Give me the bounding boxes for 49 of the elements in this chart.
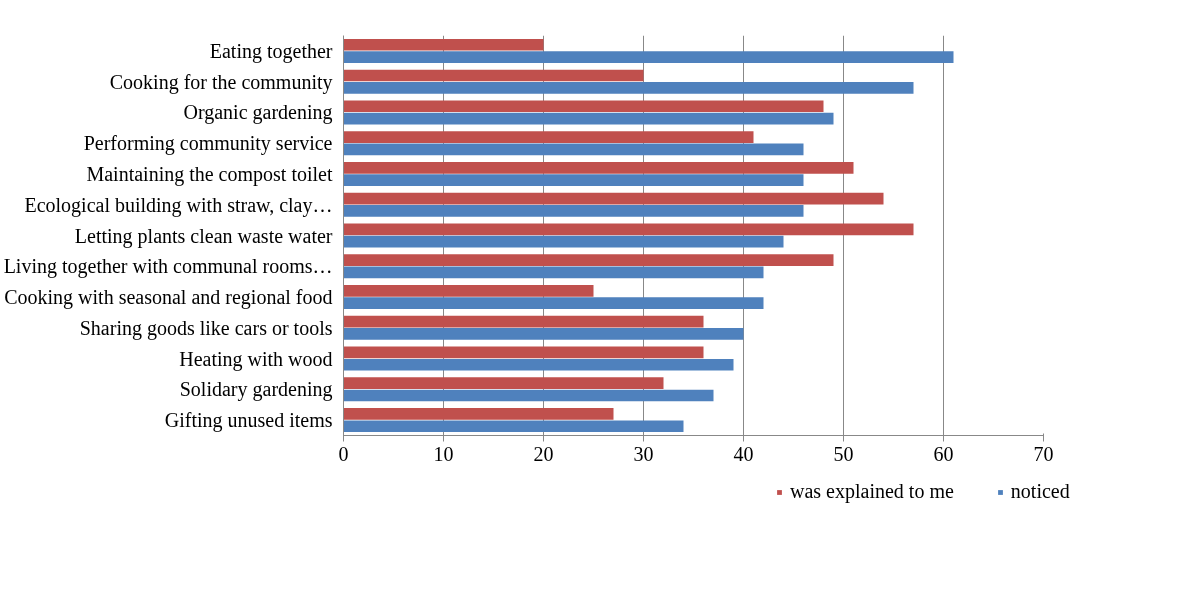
- bar: [343, 315, 704, 328]
- y-tick-label: Cooking for the community: [109, 70, 333, 94]
- bar: [343, 174, 804, 186]
- bar: [343, 223, 914, 236]
- y-tick-label: Gifting unused items: [164, 409, 333, 433]
- bar: [343, 297, 764, 310]
- x-tick-label: 60: [933, 442, 954, 465]
- x-tick-label: 10: [433, 442, 454, 465]
- bar: [343, 51, 954, 63]
- x-tick-label: 20: [533, 442, 554, 465]
- bar: [343, 112, 834, 125]
- bar: [343, 346, 704, 359]
- bar: [343, 38, 544, 51]
- bar: [343, 328, 744, 340]
- y-tick-label: Ecological building with straw, clay…: [24, 193, 333, 217]
- bar: [343, 69, 644, 82]
- bar: [343, 235, 784, 248]
- legend-label: was explained to me: [790, 480, 954, 503]
- x-tick-label: 40: [733, 442, 754, 465]
- y-tick-label: Living together with communal rooms…: [3, 255, 333, 279]
- y-tick-label: Heating with wood: [179, 347, 333, 371]
- bar: [343, 205, 804, 217]
- bar: [343, 81, 914, 94]
- y-tick-label: Performing community service: [83, 132, 333, 156]
- x-tick-label: 70: [1033, 442, 1054, 465]
- bar: [343, 285, 594, 297]
- legend-label: noticed: [1010, 480, 1070, 503]
- bar: [343, 254, 834, 266]
- bar: [343, 389, 714, 402]
- bar: [343, 161, 854, 174]
- bar: [343, 131, 754, 143]
- x-tick-label: 30: [633, 442, 654, 465]
- bar: [343, 420, 684, 433]
- y-tick-label: Maintaining the compost toilet: [86, 162, 333, 186]
- bar: [343, 377, 664, 390]
- y-tick-label: Solidary gardening: [179, 378, 333, 402]
- bar: [343, 358, 734, 371]
- bar: [343, 408, 614, 420]
- y-tick-label: Letting plants clean waste water: [74, 224, 333, 248]
- y-tick-label: Eating together: [209, 39, 333, 63]
- x-tick-label: 50: [833, 442, 854, 465]
- bar: [343, 266, 764, 279]
- y-tick-label: Sharing goods like cars or tools: [79, 316, 333, 340]
- bar: [343, 100, 824, 113]
- bar: [343, 192, 884, 205]
- y-tick-label: Organic gardening: [183, 101, 333, 125]
- y-tick-label: Cooking with seasonal and regional food: [4, 286, 333, 310]
- bar: [343, 143, 804, 156]
- x-tick-label: 0: [338, 442, 349, 465]
